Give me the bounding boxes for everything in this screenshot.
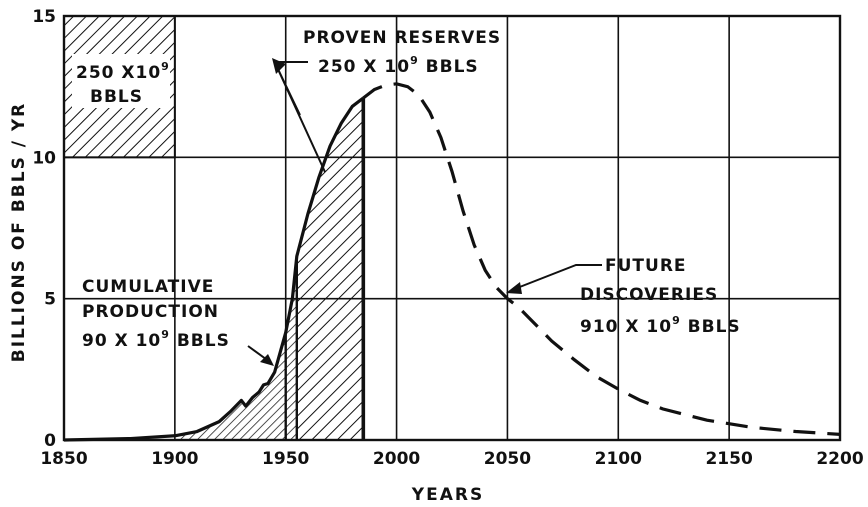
future-line-1: FUTURE — [605, 256, 687, 276]
proven-arrowhead — [272, 58, 286, 74]
plot-frame — [62, 14, 842, 442]
production-curve-solid — [63, 96, 365, 442]
future-line-3: 910 X 109 BBLS — [580, 314, 741, 337]
cumulative-arrowhead — [260, 354, 274, 366]
x-tick-label-2000: 2000 — [373, 449, 420, 469]
shaded-region-2 — [296, 97, 364, 441]
x-tick-label-2050: 2050 — [484, 449, 531, 469]
x-tick-label-2150: 2150 — [705, 449, 752, 469]
future-arrowhead — [506, 282, 522, 294]
shaded-region-1 — [174, 256, 297, 440]
y-tick-label-0: 0 — [44, 431, 56, 451]
x-axis-title: YEARS — [411, 485, 484, 505]
annotation-arrows — [247, 58, 602, 366]
x-tick-label-2200: 2200 — [816, 449, 863, 469]
cumulative-line-1: CUMULATIVE — [82, 277, 214, 297]
cumulative-line-2: PRODUCTION — [82, 302, 219, 322]
x-tick-label-2100: 2100 — [595, 449, 642, 469]
future-arrow — [511, 264, 602, 291]
y-axis-title: BILLIONS OF BBLS / YR — [9, 102, 29, 363]
y-tick-label-15: 15 — [32, 7, 56, 27]
y-tick-label-5: 5 — [44, 290, 56, 310]
shaded-regions — [63, 15, 770, 441]
projection-curve-dashed — [362, 82, 841, 436]
x-tick-label-1900: 1900 — [151, 449, 198, 469]
x-tick-label-1850: 1850 — [40, 449, 87, 469]
tick-labels: 1850 1900 1950 2000 2050 2100 2150 2200 0 5 10 15 — [32, 7, 863, 469]
y-tick-label-10: 10 — [32, 148, 56, 168]
production-curves — [63, 82, 841, 442]
cumulative-label-backdrop — [78, 272, 278, 352]
future-label-backdrop — [574, 252, 770, 338]
marker-lines — [284, 97, 366, 440]
legend-label-backdrop — [72, 54, 170, 108]
box-label-line-1: 250 X109 — [76, 60, 170, 83]
x-tick-label-1950: 1950 — [262, 449, 309, 469]
cumulative-line-3: 90 X 109 BBLS — [82, 328, 230, 351]
proven-reserves-amount: 250 X 109 BBLS — [318, 54, 479, 77]
proven-label-backdrop — [298, 22, 538, 82]
future-line-2: DISCOVERIES — [580, 285, 718, 305]
box-label-line-2: BBLS — [90, 87, 143, 107]
proven-arrow-upper — [276, 66, 301, 116]
grid — [64, 16, 840, 440]
proven-reserves-title: PROVEN RESERVES — [303, 28, 501, 48]
